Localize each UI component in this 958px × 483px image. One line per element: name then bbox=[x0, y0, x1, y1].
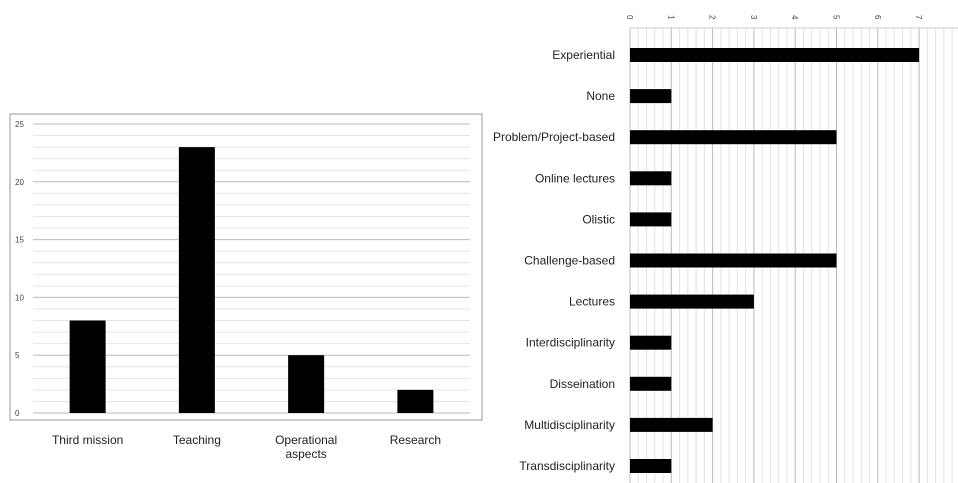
category-label: Experiential bbox=[552, 48, 615, 62]
bar bbox=[630, 48, 920, 62]
bar bbox=[397, 389, 434, 413]
category-label: Problem/Project-based bbox=[493, 130, 615, 144]
bar bbox=[630, 376, 672, 391]
x-tick-label: 5 bbox=[832, 15, 841, 20]
x-tick-label: 2 bbox=[708, 15, 717, 20]
bar bbox=[178, 147, 215, 413]
x-tick-label: 6 bbox=[873, 15, 882, 20]
bar bbox=[630, 294, 754, 309]
category-label: Teaching bbox=[173, 433, 221, 447]
horizontal-bar-chart: 0 1 2 3 4 5 6 7 Experiential None Problem/Project-… bbox=[493, 15, 958, 483]
category-label: Online lectures bbox=[535, 171, 615, 185]
y-tick-label: 5 bbox=[15, 351, 20, 360]
bar bbox=[630, 417, 713, 432]
bar bbox=[69, 320, 106, 413]
bar bbox=[630, 130, 837, 145]
y-tick-label: 0 bbox=[15, 409, 20, 418]
y-tick-label: 20 bbox=[15, 178, 24, 187]
category-label: Challenge-based bbox=[524, 254, 615, 268]
bar bbox=[630, 459, 672, 473]
bar bbox=[630, 335, 672, 350]
x-tick-label: 0 bbox=[625, 15, 634, 20]
x-tick-label: 7 bbox=[914, 15, 923, 20]
category-label: Disseination bbox=[550, 377, 615, 391]
bar bbox=[630, 253, 837, 268]
category-label: Research bbox=[390, 433, 441, 447]
category-label: Interdisciplinarity bbox=[526, 336, 615, 350]
category-label: Lectures bbox=[569, 295, 615, 309]
category-label: Olistic bbox=[582, 212, 615, 226]
y-tick-label: 25 bbox=[15, 120, 24, 129]
bar bbox=[630, 171, 672, 186]
bar bbox=[288, 355, 325, 413]
category-label: None bbox=[586, 89, 615, 103]
vertical-bar-chart: 0 5 10 15 20 25 Third mission Teaching Operation… bbox=[9, 113, 483, 461]
y-tick-label: 10 bbox=[15, 293, 24, 302]
bar bbox=[630, 89, 672, 104]
bar bbox=[630, 212, 672, 227]
y-tick-label: 15 bbox=[15, 236, 24, 245]
category-label: Third mission bbox=[52, 433, 123, 447]
category-label: Multidisciplinarity bbox=[524, 418, 615, 432]
x-tick-label: 3 bbox=[749, 15, 758, 20]
chart-frame bbox=[9, 113, 483, 421]
x-tick-label: 4 bbox=[790, 15, 799, 20]
category-label: Transdisciplinarity bbox=[519, 459, 615, 473]
x-tick-label: 1 bbox=[666, 15, 675, 20]
category-label: Operational aspects bbox=[275, 433, 337, 461]
